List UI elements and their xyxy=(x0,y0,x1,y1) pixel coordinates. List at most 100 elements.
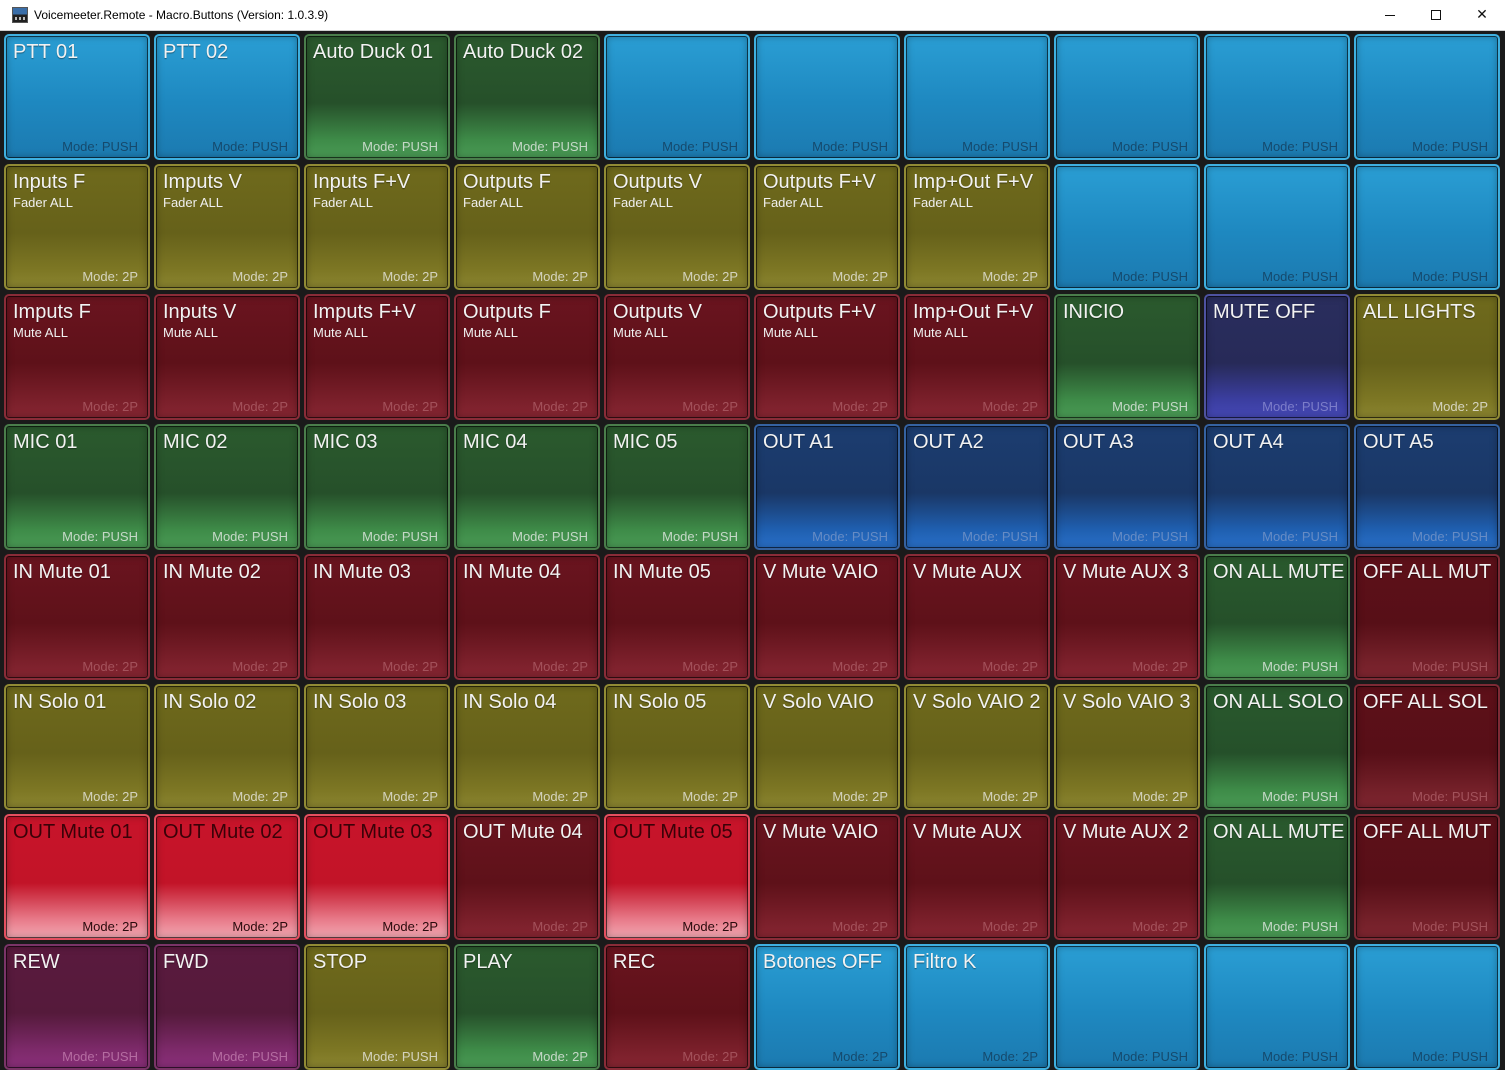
macro-button[interactable]: Imputs F+V Mute ALL Mode: 2P xyxy=(304,294,450,420)
macro-button[interactable]: OUT A3 Mode: PUSH xyxy=(1054,424,1200,550)
macro-button-mode: Mode: PUSH xyxy=(362,529,438,544)
macro-button[interactable]: OFF ALL SOL Mode: PUSH xyxy=(1354,684,1500,810)
macro-button[interactable]: Mode: PUSH xyxy=(904,34,1050,160)
macro-button[interactable]: IN Solo 02 Mode: 2P xyxy=(154,684,300,810)
macro-button-mode: Mode: 2P xyxy=(82,919,138,934)
macro-button[interactable]: V Mute AUX 2 Mode: 2P xyxy=(1054,814,1200,940)
macro-button[interactable]: REC Mode: 2P xyxy=(604,944,750,1070)
macro-button[interactable]: OUT Mute 01 Mode: 2P xyxy=(4,814,150,940)
macro-button[interactable]: ALL LIGHTS Mode: 2P xyxy=(1354,294,1500,420)
macro-button[interactable]: ON ALL MUTE Mode: PUSH xyxy=(1204,554,1350,680)
macro-button[interactable]: Botones OFF Mode: 2P xyxy=(754,944,900,1070)
macro-button[interactable]: OUT Mute 05 Mode: 2P xyxy=(604,814,750,940)
macro-button[interactable]: Mode: PUSH xyxy=(1354,164,1500,290)
macro-button[interactable]: OUT A1 Mode: PUSH xyxy=(754,424,900,550)
macro-button[interactable]: Mode: PUSH xyxy=(754,34,900,160)
macro-button-sublabel: Mute ALL xyxy=(13,325,68,340)
macro-button[interactable]: Imputs V Fader ALL Mode: 2P xyxy=(154,164,300,290)
macro-button[interactable]: MIC 02 Mode: PUSH xyxy=(154,424,300,550)
macro-button[interactable]: IN Mute 03 Mode: 2P xyxy=(304,554,450,680)
macro-button[interactable]: Inputs F+V Fader ALL Mode: 2P xyxy=(304,164,450,290)
macro-button[interactable]: Mode: PUSH xyxy=(1054,34,1200,160)
macro-button[interactable]: IN Mute 05 Mode: 2P xyxy=(604,554,750,680)
macro-button[interactable]: Outputs F Fader ALL Mode: 2P xyxy=(454,164,600,290)
macro-button-label: Outputs F+V xyxy=(763,171,876,193)
macro-button[interactable]: Mode: PUSH xyxy=(1204,164,1350,290)
macro-button[interactable]: MIC 03 Mode: PUSH xyxy=(304,424,450,550)
close-button[interactable]: ✕ xyxy=(1459,0,1505,31)
macro-button-mode: Mode: 2P xyxy=(382,919,438,934)
macro-button[interactable]: PTT 02 Mode: PUSH xyxy=(154,34,300,160)
macro-button[interactable]: V Solo VAIO 3 Mode: 2P xyxy=(1054,684,1200,810)
macro-button[interactable]: OFF ALL MUT Mode: PUSH xyxy=(1354,554,1500,680)
macro-button[interactable]: OUT Mute 03 Mode: 2P xyxy=(304,814,450,940)
macro-button[interactable]: IN Mute 01 Mode: 2P xyxy=(4,554,150,680)
macro-button[interactable]: V Mute VAIO Mode: 2P xyxy=(754,814,900,940)
macro-button-label: OFF ALL SOL xyxy=(1363,691,1488,713)
macro-button[interactable]: MIC 05 Mode: PUSH xyxy=(604,424,750,550)
macro-button[interactable]: Mode: PUSH xyxy=(1354,34,1500,160)
macro-button[interactable]: IN Solo 04 Mode: 2P xyxy=(454,684,600,810)
macro-button[interactable]: V Mute VAIO Mode: 2P xyxy=(754,554,900,680)
macro-button[interactable]: V Solo VAIO 2 Mode: 2P xyxy=(904,684,1050,810)
macro-button[interactable]: Imp+Out F+V Mute ALL Mode: 2P xyxy=(904,294,1050,420)
macro-button[interactable]: Mode: PUSH xyxy=(604,34,750,160)
macro-button[interactable]: Inputs V Mute ALL Mode: 2P xyxy=(154,294,300,420)
macro-button[interactable]: V Mute AUX 3 Mode: 2P xyxy=(1054,554,1200,680)
macro-button-mode: Mode: PUSH xyxy=(1112,529,1188,544)
macro-button[interactable]: V Mute AUX Mode: 2P xyxy=(904,814,1050,940)
macro-button[interactable]: OUT Mute 02 Mode: 2P xyxy=(154,814,300,940)
macro-button[interactable]: MUTE OFF Mode: PUSH xyxy=(1204,294,1350,420)
macro-button[interactable]: PLAY Mode: 2P xyxy=(454,944,600,1070)
macro-button[interactable]: REW Mode: PUSH xyxy=(4,944,150,1070)
macro-button[interactable]: MIC 01 Mode: PUSH xyxy=(4,424,150,550)
macro-button[interactable]: PTT 01 Mode: PUSH xyxy=(4,34,150,160)
macro-button[interactable]: Imputs F Mute ALL Mode: 2P xyxy=(4,294,150,420)
macro-button[interactable]: Outputs F+V Mute ALL Mode: 2P xyxy=(754,294,900,420)
macro-button[interactable]: Mode: PUSH xyxy=(1054,944,1200,1070)
macro-button[interactable]: IN Solo 03 Mode: 2P xyxy=(304,684,450,810)
macro-button-sublabel: Mute ALL xyxy=(913,325,968,340)
macro-button[interactable]: OUT A4 Mode: PUSH xyxy=(1204,424,1350,550)
macro-button[interactable]: Mode: PUSH xyxy=(1054,164,1200,290)
macro-button[interactable]: ON ALL MUTE Mode: PUSH xyxy=(1204,814,1350,940)
macro-button[interactable]: OUT A2 Mode: PUSH xyxy=(904,424,1050,550)
maximize-button[interactable] xyxy=(1413,0,1459,31)
macro-button[interactable]: Auto Duck 02 Mode: PUSH xyxy=(454,34,600,160)
macro-button[interactable]: Inputs F Fader ALL Mode: 2P xyxy=(4,164,150,290)
macro-button[interactable]: V Mute AUX Mode: 2P xyxy=(904,554,1050,680)
macro-button-mode: Mode: PUSH xyxy=(512,139,588,154)
macro-button[interactable]: ON ALL SOLO Mode: PUSH xyxy=(1204,684,1350,810)
voicemeeter-app-icon[interactable] xyxy=(12,7,28,23)
close-icon: ✕ xyxy=(1476,7,1488,23)
macro-button-label: STOP xyxy=(313,951,368,973)
macro-button[interactable]: MIC 04 Mode: PUSH xyxy=(454,424,600,550)
macro-button[interactable]: Mode: PUSH xyxy=(1354,944,1500,1070)
macro-button-label: Inputs F+V xyxy=(313,171,411,193)
macro-button[interactable]: Mode: PUSH xyxy=(1204,944,1350,1070)
macro-button[interactable]: FWD Mode: PUSH xyxy=(154,944,300,1070)
macro-button-mode: Mode: 2P xyxy=(982,399,1038,414)
macro-button[interactable]: Outputs F+V Fader ALL Mode: 2P xyxy=(754,164,900,290)
macro-button[interactable]: Mode: PUSH xyxy=(1204,34,1350,160)
macro-button-label: V Solo VAIO 2 xyxy=(913,691,1041,713)
macro-button[interactable]: IN Solo 01 Mode: 2P xyxy=(4,684,150,810)
macro-button[interactable]: V Solo VAIO Mode: 2P xyxy=(754,684,900,810)
macro-button[interactable]: STOP Mode: PUSH xyxy=(304,944,450,1070)
macro-button[interactable]: Outputs V Mute ALL Mode: 2P xyxy=(604,294,750,420)
macro-button[interactable]: OUT A5 Mode: PUSH xyxy=(1354,424,1500,550)
macro-button[interactable]: Auto Duck 01 Mode: PUSH xyxy=(304,34,450,160)
macro-button[interactable]: Outputs F Mute ALL Mode: 2P xyxy=(454,294,600,420)
macro-button[interactable]: IN Solo 05 Mode: 2P xyxy=(604,684,750,810)
macro-button[interactable]: IN Mute 02 Mode: 2P xyxy=(154,554,300,680)
macro-button-label: Outputs F+V xyxy=(763,301,876,323)
macro-button[interactable]: IN Mute 04 Mode: 2P xyxy=(454,554,600,680)
macro-button[interactable]: Outputs V Fader ALL Mode: 2P xyxy=(604,164,750,290)
macro-button-mode: Mode: PUSH xyxy=(662,529,738,544)
macro-button[interactable]: OUT Mute 04 Mode: 2P xyxy=(454,814,600,940)
macro-button[interactable]: Imp+Out F+V Fader ALL Mode: 2P xyxy=(904,164,1050,290)
macro-button[interactable]: Filtro K Mode: 2P xyxy=(904,944,1050,1070)
macro-button[interactable]: INICIO Mode: PUSH xyxy=(1054,294,1200,420)
macro-button[interactable]: OFF ALL MUT Mode: PUSH xyxy=(1354,814,1500,940)
minimize-button[interactable] xyxy=(1367,0,1413,31)
